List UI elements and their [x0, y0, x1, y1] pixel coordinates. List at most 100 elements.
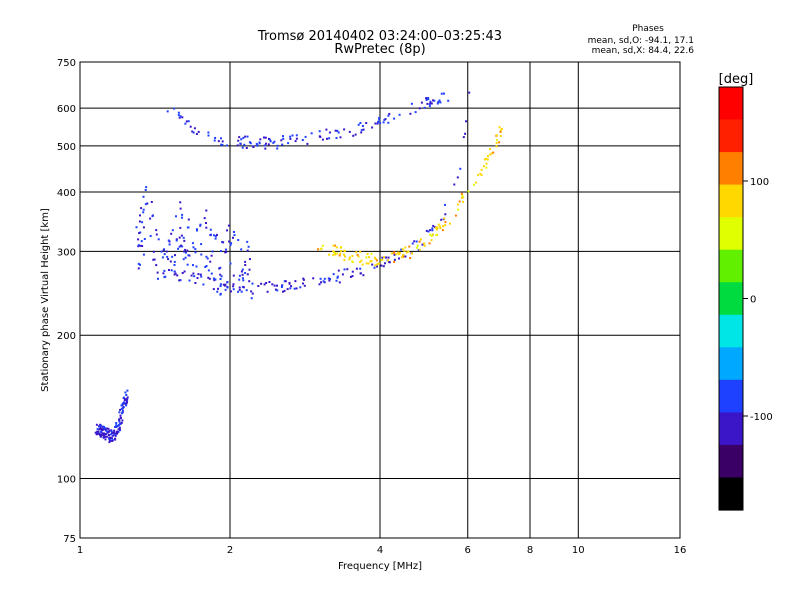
data-point — [421, 243, 424, 246]
data-point — [457, 208, 460, 211]
data-point — [393, 253, 396, 256]
data-point — [269, 140, 272, 143]
data-point — [429, 101, 432, 104]
data-point — [413, 240, 416, 243]
data-point — [341, 273, 344, 276]
data-point — [118, 427, 121, 430]
y-tick-label: 200 — [57, 331, 76, 342]
data-point — [310, 132, 313, 135]
data-point — [191, 242, 194, 245]
data-point — [423, 242, 426, 245]
data-point — [444, 203, 446, 206]
data-point — [380, 264, 383, 267]
data-point — [119, 429, 121, 432]
data-point — [196, 277, 199, 279]
data-point — [142, 226, 145, 229]
data-point — [281, 284, 283, 287]
data-point — [99, 425, 101, 428]
data-point — [232, 288, 235, 291]
data-point — [393, 261, 396, 263]
data-point — [357, 123, 360, 126]
y-tick-label: 500 — [57, 142, 76, 153]
data-point — [142, 195, 145, 198]
data-point — [173, 260, 176, 263]
data-point — [432, 224, 435, 227]
data-point — [153, 258, 156, 261]
data-point — [359, 261, 362, 263]
data-point — [163, 276, 166, 279]
data-point — [219, 278, 222, 280]
data-point — [230, 290, 232, 293]
data-point — [237, 139, 240, 142]
data-point — [438, 99, 441, 102]
data-point — [373, 266, 376, 269]
data-point — [102, 432, 105, 435]
data-point — [104, 429, 107, 432]
x-tick-label: 4 — [377, 545, 383, 556]
data-point — [233, 234, 236, 237]
data-point — [415, 240, 418, 243]
data-point — [229, 243, 232, 246]
data-point — [238, 274, 241, 277]
data-point — [178, 245, 181, 248]
data-point — [295, 137, 298, 140]
data-point — [155, 229, 158, 232]
data-point — [379, 122, 382, 124]
data-point — [398, 252, 401, 255]
data-point — [273, 140, 276, 143]
data-point — [340, 250, 343, 253]
data-point — [462, 136, 465, 139]
data-point — [344, 249, 346, 252]
data-point — [226, 286, 229, 289]
data-point — [166, 110, 169, 113]
data-point — [186, 226, 189, 229]
data-point — [219, 292, 222, 295]
data-point — [425, 229, 428, 232]
data-point — [192, 272, 195, 275]
data-point — [125, 398, 128, 401]
data-point — [460, 192, 463, 195]
data-point — [240, 138, 243, 141]
data-point — [444, 224, 447, 227]
data-point — [122, 406, 125, 409]
data-point — [179, 279, 182, 282]
data-point — [276, 289, 279, 292]
data-point — [318, 283, 321, 286]
data-point — [192, 246, 195, 249]
data-point — [109, 437, 112, 439]
data-point — [139, 263, 141, 266]
data-point — [264, 147, 267, 150]
data-point — [499, 135, 502, 137]
data-point — [459, 167, 462, 170]
data-point — [282, 137, 285, 140]
data-point — [319, 136, 322, 138]
data-point — [237, 290, 240, 293]
data-point — [371, 263, 374, 266]
data-point — [260, 282, 263, 285]
data-point — [416, 246, 419, 249]
data-point — [419, 238, 422, 241]
data-point — [376, 265, 378, 268]
data-point — [489, 153, 492, 156]
data-point — [245, 289, 248, 292]
data-point — [414, 111, 417, 114]
data-point — [195, 228, 198, 231]
data-point — [477, 174, 479, 177]
data-point — [427, 230, 430, 233]
data-point — [104, 427, 107, 430]
data-point — [212, 288, 215, 291]
data-point — [232, 236, 234, 239]
colorbar-segment — [719, 184, 743, 218]
data-point — [161, 256, 164, 259]
data-point — [437, 223, 440, 226]
data-point — [276, 144, 279, 147]
data-point — [289, 137, 292, 140]
data-point — [188, 279, 191, 282]
data-point — [187, 218, 190, 221]
data-point — [203, 217, 206, 220]
data-point — [229, 262, 232, 265]
data-point — [214, 237, 217, 240]
data-point — [226, 281, 229, 284]
data-point — [401, 248, 404, 251]
data-point — [123, 399, 126, 401]
